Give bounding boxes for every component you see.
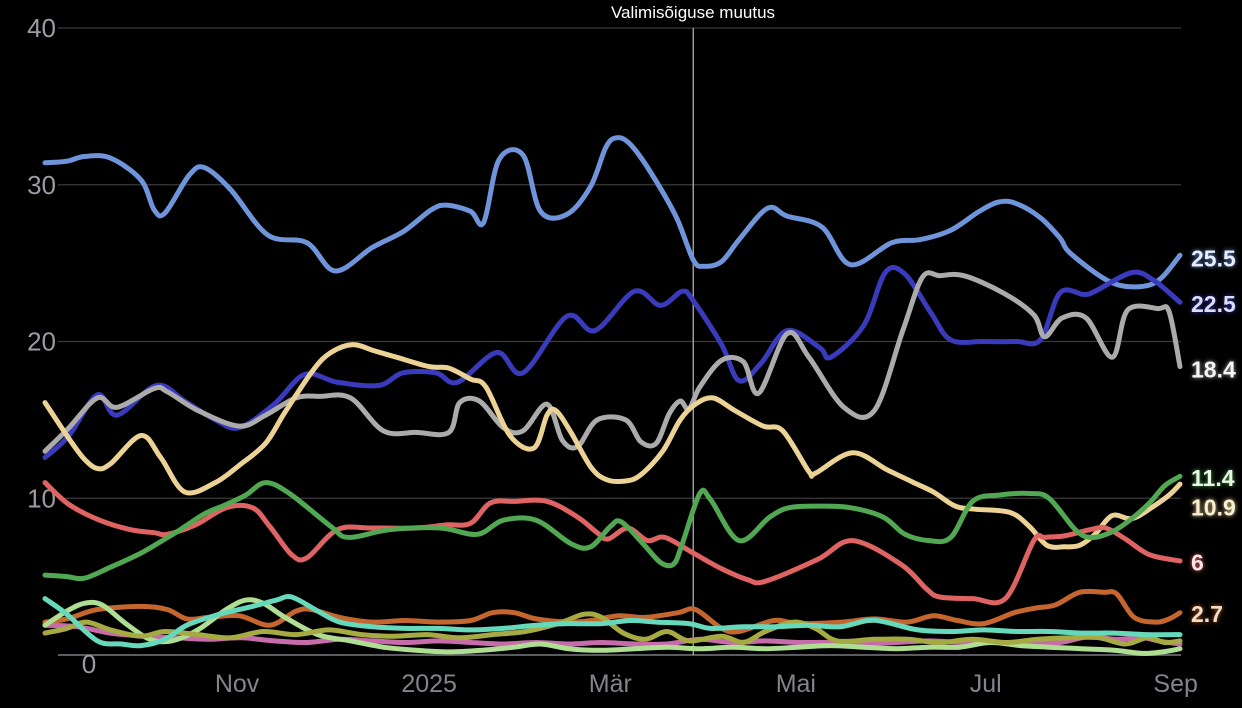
- series-line-red[interactable]: [42, 480, 1183, 606]
- series-value-label-red: 6: [1191, 550, 1204, 576]
- series-value-label-green: 11.4: [1191, 465, 1235, 491]
- series-value-label-darkblue: 22.5: [1191, 291, 1236, 317]
- x-axis-tick-label: Mär: [589, 670, 632, 698]
- y-axis-tick-label: 30: [27, 170, 56, 200]
- y-axis-tick-label: 20: [27, 327, 56, 357]
- series-line-orange[interactable]: [42, 588, 1183, 635]
- series-line-green[interactable]: [42, 473, 1183, 582]
- series-line-lightblue[interactable]: [42, 135, 1183, 290]
- series-line-gray[interactable]: [42, 270, 1183, 454]
- x-axis-tick-label: Mai: [776, 670, 816, 698]
- chart-title: Valimisõiguse muutus: [610, 3, 776, 22]
- x-axis-tick-label: 2025: [401, 670, 457, 698]
- series-value-label-lightblue: 25.5: [1191, 245, 1236, 271]
- series-value-label-orange: 2.7: [1191, 601, 1223, 627]
- x-axis-tick-label: Jul: [970, 670, 1002, 698]
- x-axis-tick-label: Sep: [1153, 670, 1197, 698]
- series-line-yellow[interactable]: [42, 342, 1183, 550]
- series-value-label-gray: 18.4: [1191, 357, 1236, 383]
- series-line-teal[interactable]: [42, 594, 1183, 649]
- series-line-olive[interactable]: [42, 611, 1183, 647]
- y-axis-tick-label: 0: [82, 649, 96, 679]
- series-value-label-yellow: 10.9: [1191, 495, 1236, 521]
- y-axis-tick-label: 40: [27, 13, 56, 43]
- x-axis-tick-label: Nov: [215, 670, 260, 698]
